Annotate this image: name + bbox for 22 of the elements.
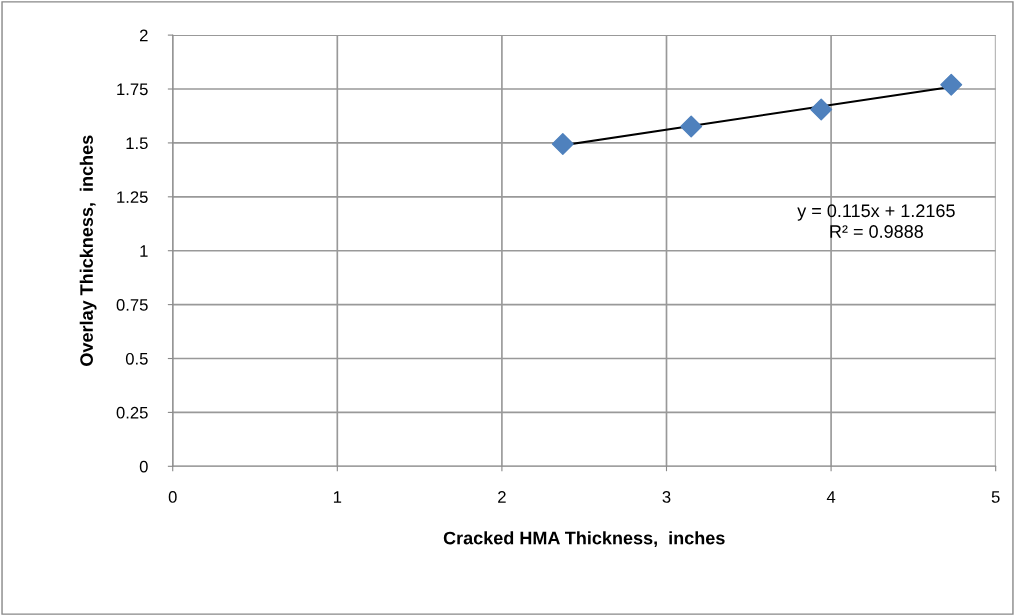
y-tick-label: 0.75	[116, 299, 148, 311]
point	[810, 98, 833, 121]
x-tick-label: 2	[498, 491, 506, 503]
y-tick-label: 2	[139, 29, 148, 42]
annotation: y = 0.115x + 1.2165 R² = 0.9888	[797, 204, 955, 238]
y-tick-label: 0	[139, 460, 148, 473]
x-tick-label: 4	[826, 491, 836, 503]
x-tick-label: 0	[168, 491, 177, 503]
point	[680, 115, 703, 138]
y-axis-title: Overlay Thickness, inches	[79, 135, 97, 366]
y-tick-label: 1.75	[117, 83, 148, 96]
x-axis-title: Cracked HMA Thickness, inches	[443, 531, 725, 548]
y-tick-label: 0.25	[116, 406, 148, 419]
x-tick-label: 5	[991, 491, 1000, 503]
x-tick-label: 1	[333, 491, 342, 503]
y-tick-label: 1.25	[117, 191, 148, 204]
x-tick-label: 3	[662, 491, 671, 503]
point	[551, 132, 574, 155]
y-tick-label: 0.5	[125, 352, 148, 365]
point	[940, 73, 963, 96]
y-tick-label: 1.5	[126, 137, 148, 150]
y-tick-label: 1	[140, 245, 148, 257]
